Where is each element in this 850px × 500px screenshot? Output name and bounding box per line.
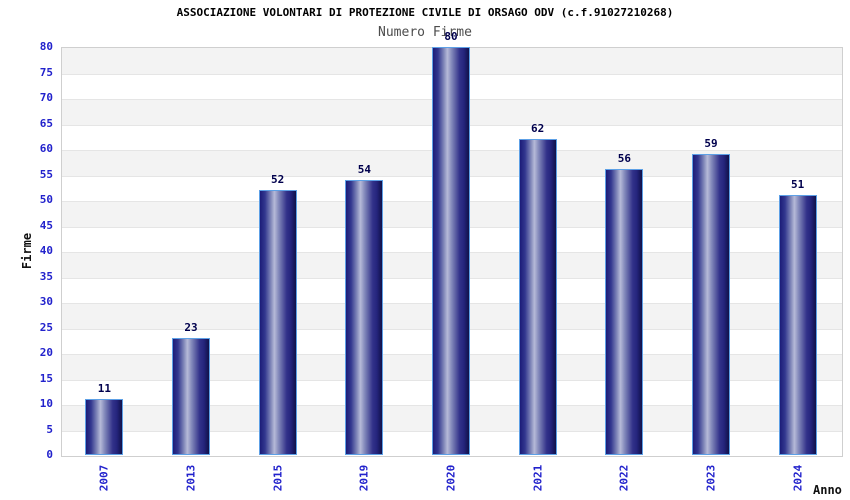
y-tick-label: 75 — [39, 65, 53, 79]
bar-value-label: 11 — [97, 381, 111, 395]
x-tick-label: 2007 — [97, 464, 111, 492]
y-tick-label: 5 — [46, 422, 53, 436]
bar — [172, 337, 210, 455]
y-tick-label: 45 — [39, 218, 53, 232]
bar-value-label: 56 — [617, 152, 631, 166]
x-axis-title: Anno — [813, 483, 842, 497]
x-tick-label: 2019 — [357, 464, 371, 492]
y-tick-label: 15 — [39, 371, 53, 385]
bar — [778, 194, 817, 455]
bar-value-label: 80 — [444, 30, 458, 43]
bar-value-label: 52 — [271, 172, 285, 186]
bar — [345, 179, 384, 455]
y-tick-label: 35 — [39, 269, 53, 283]
y-tick-label: 25 — [39, 320, 53, 334]
bar — [605, 169, 644, 455]
x-tick-label: 2013 — [184, 464, 198, 492]
x-tick-label: 2023 — [704, 464, 718, 492]
bar-value-label: 23 — [184, 320, 198, 334]
bar-value-label: 54 — [357, 162, 371, 176]
bar — [85, 398, 124, 455]
y-tick-label: 55 — [39, 167, 53, 181]
x-tick-label: 2022 — [617, 464, 631, 492]
y-tick-label: 50 — [39, 193, 53, 206]
y-tick-label: 60 — [39, 142, 53, 155]
y-tick-label: 30 — [39, 295, 53, 308]
bar-value-label: 59 — [704, 137, 718, 151]
y-tick-label: 40 — [39, 244, 53, 257]
bar-value-label: 51 — [791, 177, 805, 191]
x-tick-label: 2015 — [271, 464, 285, 492]
y-tick-label: 80 — [39, 40, 53, 53]
bar — [518, 138, 557, 455]
bar — [692, 154, 730, 455]
chart-title: ASSOCIAZIONE VOLONTARI DI PROTEZIONE CIV… — [176, 6, 674, 19]
y-tick-label: 0 — [46, 448, 53, 461]
bar — [258, 189, 297, 455]
bar — [432, 47, 470, 455]
y-tick-label: 70 — [39, 91, 53, 104]
x-tick-label: 2021 — [531, 464, 545, 492]
y-tick-label: 65 — [39, 116, 53, 130]
bar-value-label: 62 — [531, 121, 545, 135]
y-tick-label: 10 — [39, 397, 53, 410]
chart-subtitle: Numero Firme — [378, 25, 472, 40]
y-tick-label: 20 — [39, 346, 53, 359]
x-tick-label: 2024 — [791, 464, 805, 492]
y-axis-title: Firme — [20, 232, 34, 270]
x-tick-label: 2020 — [444, 464, 458, 492]
